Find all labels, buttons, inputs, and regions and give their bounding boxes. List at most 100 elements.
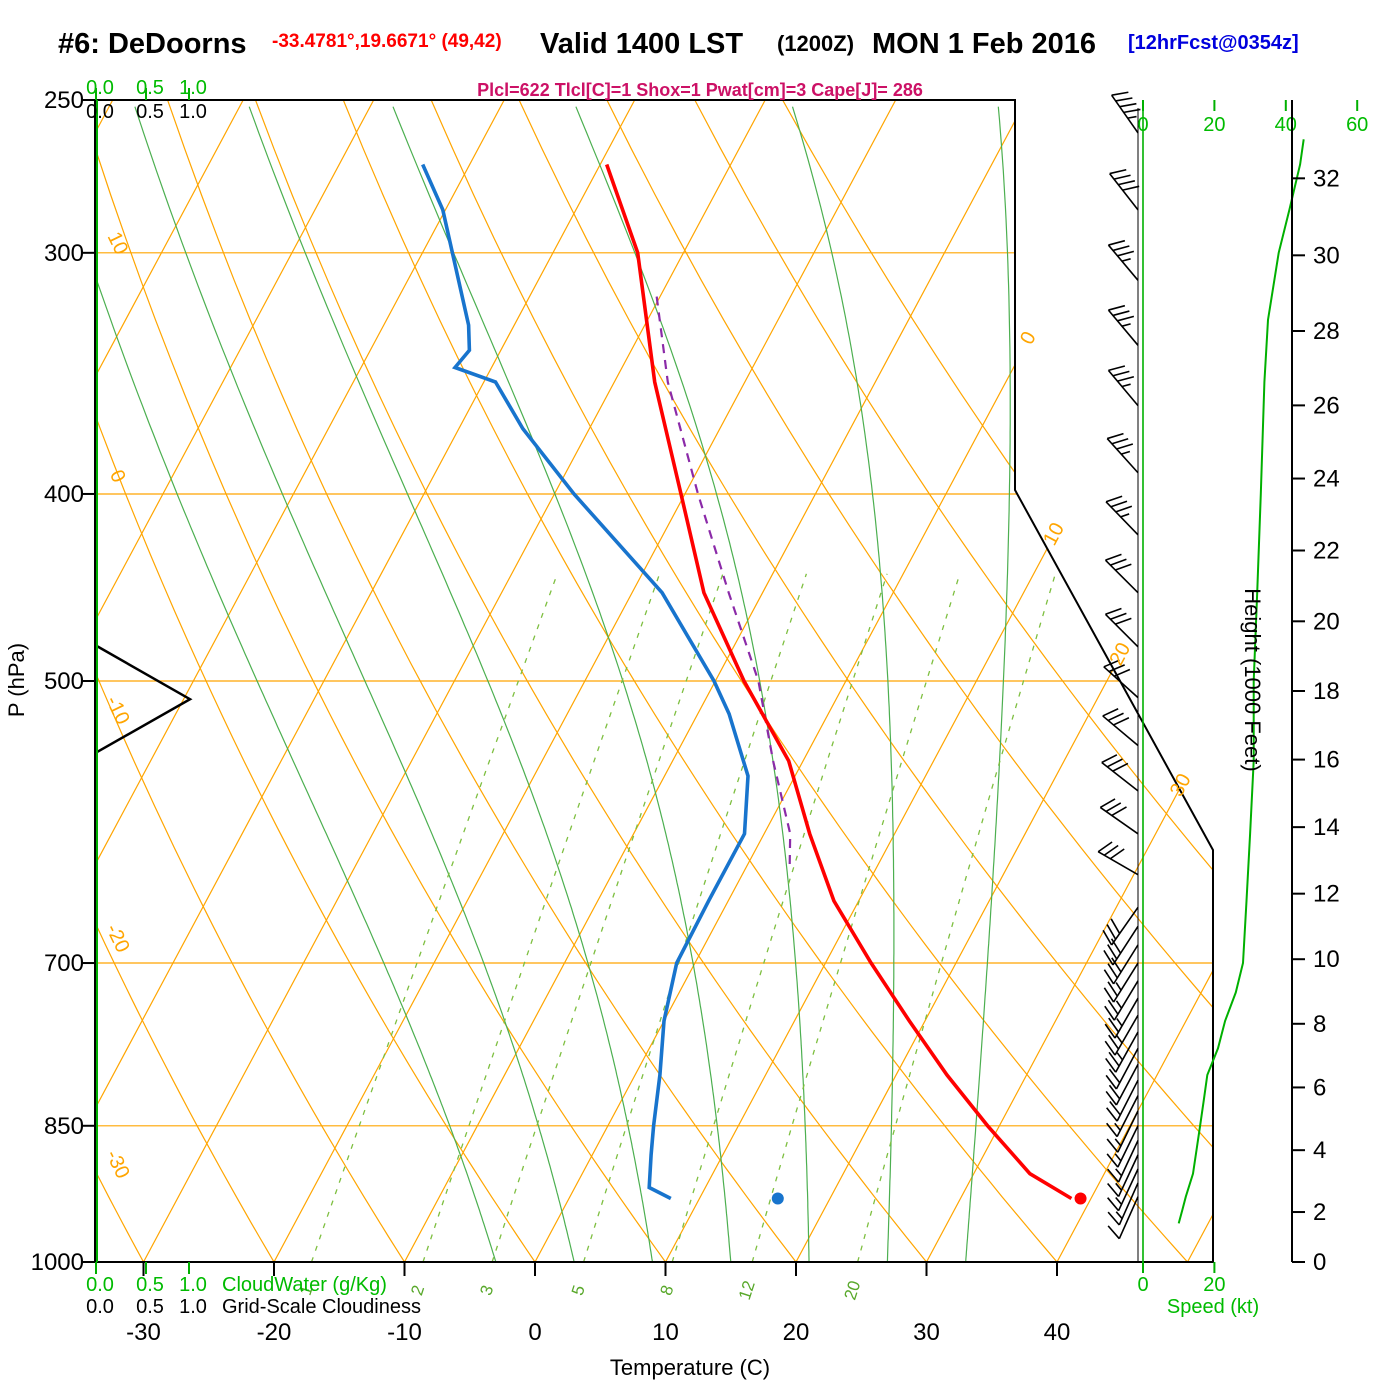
wind-barb <box>1107 1168 1139 1212</box>
barb-half <box>1121 450 1131 455</box>
wind-barb <box>1104 1014 1139 1056</box>
barb-half <box>1115 1211 1123 1220</box>
barb-full <box>1103 969 1115 985</box>
dry-adiabat-line <box>254 100 927 1262</box>
parcel-curve <box>655 293 792 865</box>
forecast-tag: [12hrFcst@0354z] <box>1128 32 1299 54</box>
wind-barb <box>1097 841 1139 876</box>
height-tick-label: 32 <box>1313 165 1340 192</box>
mixing-ratio-line <box>582 573 808 1262</box>
barb-full <box>1097 841 1113 853</box>
wind-barb <box>1105 1064 1139 1106</box>
cloudwater-scale-bottom: 1.0 <box>179 1274 207 1296</box>
barb-half <box>1115 1182 1123 1191</box>
pressure-axis-label: P (hPa) <box>4 643 29 717</box>
wind-barb <box>1107 1154 1139 1198</box>
mixing-ratio-line <box>310 573 558 1262</box>
isotherm-line <box>925 100 1213 1262</box>
temperature-tick-label: -10 <box>387 1319 422 1346</box>
speed-scale-bottom: 20 <box>1203 1274 1225 1296</box>
cloudiness-scale-top: 1.0 <box>179 101 207 123</box>
barb-staff <box>1106 438 1139 474</box>
dry-adiabat-label: 10 <box>103 229 133 259</box>
barb-full <box>1111 806 1127 817</box>
pressure-tick-label: 700 <box>44 950 84 977</box>
station-coordinates: -33.4781°,19.6671° (49,42) <box>272 31 502 52</box>
dry-adiabat-line <box>95 100 406 1262</box>
wind-barb <box>1106 1079 1139 1122</box>
moist-adiabat-line <box>791 106 895 1262</box>
barb-full <box>1118 180 1136 186</box>
background-grid-layer <box>95 100 1213 1262</box>
wind-barb <box>1102 906 1139 946</box>
barb-full <box>1107 963 1119 979</box>
wind-barb <box>1105 1031 1139 1073</box>
barb-full <box>1104 1040 1116 1056</box>
barb-full <box>1108 1051 1120 1067</box>
barb-full <box>1106 1153 1119 1168</box>
barb-full <box>1110 558 1127 566</box>
wind-barb <box>1109 168 1140 211</box>
valid-zulu-time: (1200Z) <box>777 31 854 56</box>
indices-line: Plcl=622 Tlcl[C]=1 Shox=1 Pwat[cm]=3 Cap… <box>477 80 923 100</box>
pressure-tick-label: 400 <box>44 481 84 508</box>
height-tick-label: 26 <box>1313 392 1340 419</box>
barb-full <box>1112 762 1129 772</box>
barb-full <box>1122 185 1140 191</box>
cloudiness-scale-top: 0.5 <box>136 101 164 123</box>
barb-full <box>1107 944 1118 960</box>
barb-staff <box>1107 369 1139 407</box>
height-tick-label: 30 <box>1313 242 1340 269</box>
barb-staff <box>1112 962 1139 1003</box>
valid-time: Valid 1400 LST <box>540 28 743 60</box>
isotherm-line <box>1056 100 1213 1262</box>
isotherm-line <box>95 100 636 1262</box>
wind-barb-layer <box>771 91 1141 1240</box>
barb-full <box>1108 1017 1120 1033</box>
barb-full <box>1101 754 1118 764</box>
temperature-tick-label: 0 <box>528 1319 541 1346</box>
surface-dewpoint-dot <box>771 1192 784 1205</box>
page-title-station: #6: DeDoorns <box>58 28 247 60</box>
barb-full <box>1106 924 1117 940</box>
height-tick-label: 24 <box>1313 466 1340 493</box>
isotherm-line <box>95 100 505 1262</box>
barb-full <box>1106 758 1123 768</box>
wind-barb <box>1101 754 1139 792</box>
left-pointer-marker <box>94 643 193 755</box>
barb-staff <box>1118 1196 1139 1240</box>
barb-full <box>1108 1034 1120 1050</box>
barb-full <box>1115 563 1132 571</box>
wind-barb <box>1103 962 1139 1003</box>
barb-full <box>1105 1057 1117 1073</box>
barb-staff <box>1103 666 1139 699</box>
barb-full <box>1109 168 1127 175</box>
wind-barb <box>1104 980 1139 1021</box>
barb-half <box>1115 982 1122 991</box>
barb-full <box>1108 365 1126 372</box>
barb-full <box>1107 1168 1120 1183</box>
wind-barb <box>1106 432 1139 474</box>
temperature-curve <box>605 163 1073 1201</box>
isotherm-line <box>142 100 766 1262</box>
barb-staff <box>1110 94 1139 134</box>
dry-adiabat-line <box>167 100 797 1262</box>
barb-full <box>1107 999 1119 1015</box>
isotherm-label: 0 <box>1016 328 1041 348</box>
barb-half <box>1114 1138 1122 1147</box>
wind-speed-profile-curve <box>1177 139 1305 1224</box>
cloudwater-axis-label: CloudWater (g/Kg) <box>222 1274 387 1296</box>
barb-full <box>1108 239 1126 246</box>
barb-full <box>1107 1225 1120 1240</box>
pressure-tick-label: 300 <box>44 240 84 267</box>
barb-full <box>1099 798 1116 809</box>
dry-adiabat-line <box>518 100 1213 1262</box>
barb-half <box>1121 323 1131 327</box>
isotherm-line <box>95 100 244 1262</box>
wind-barb <box>1106 1110 1139 1153</box>
barb-staff <box>1097 851 1139 876</box>
barb-full <box>1111 91 1129 96</box>
barb-full <box>1103 659 1120 668</box>
wind-barb <box>1107 1140 1139 1183</box>
pressure-tick-label: 500 <box>44 668 84 695</box>
